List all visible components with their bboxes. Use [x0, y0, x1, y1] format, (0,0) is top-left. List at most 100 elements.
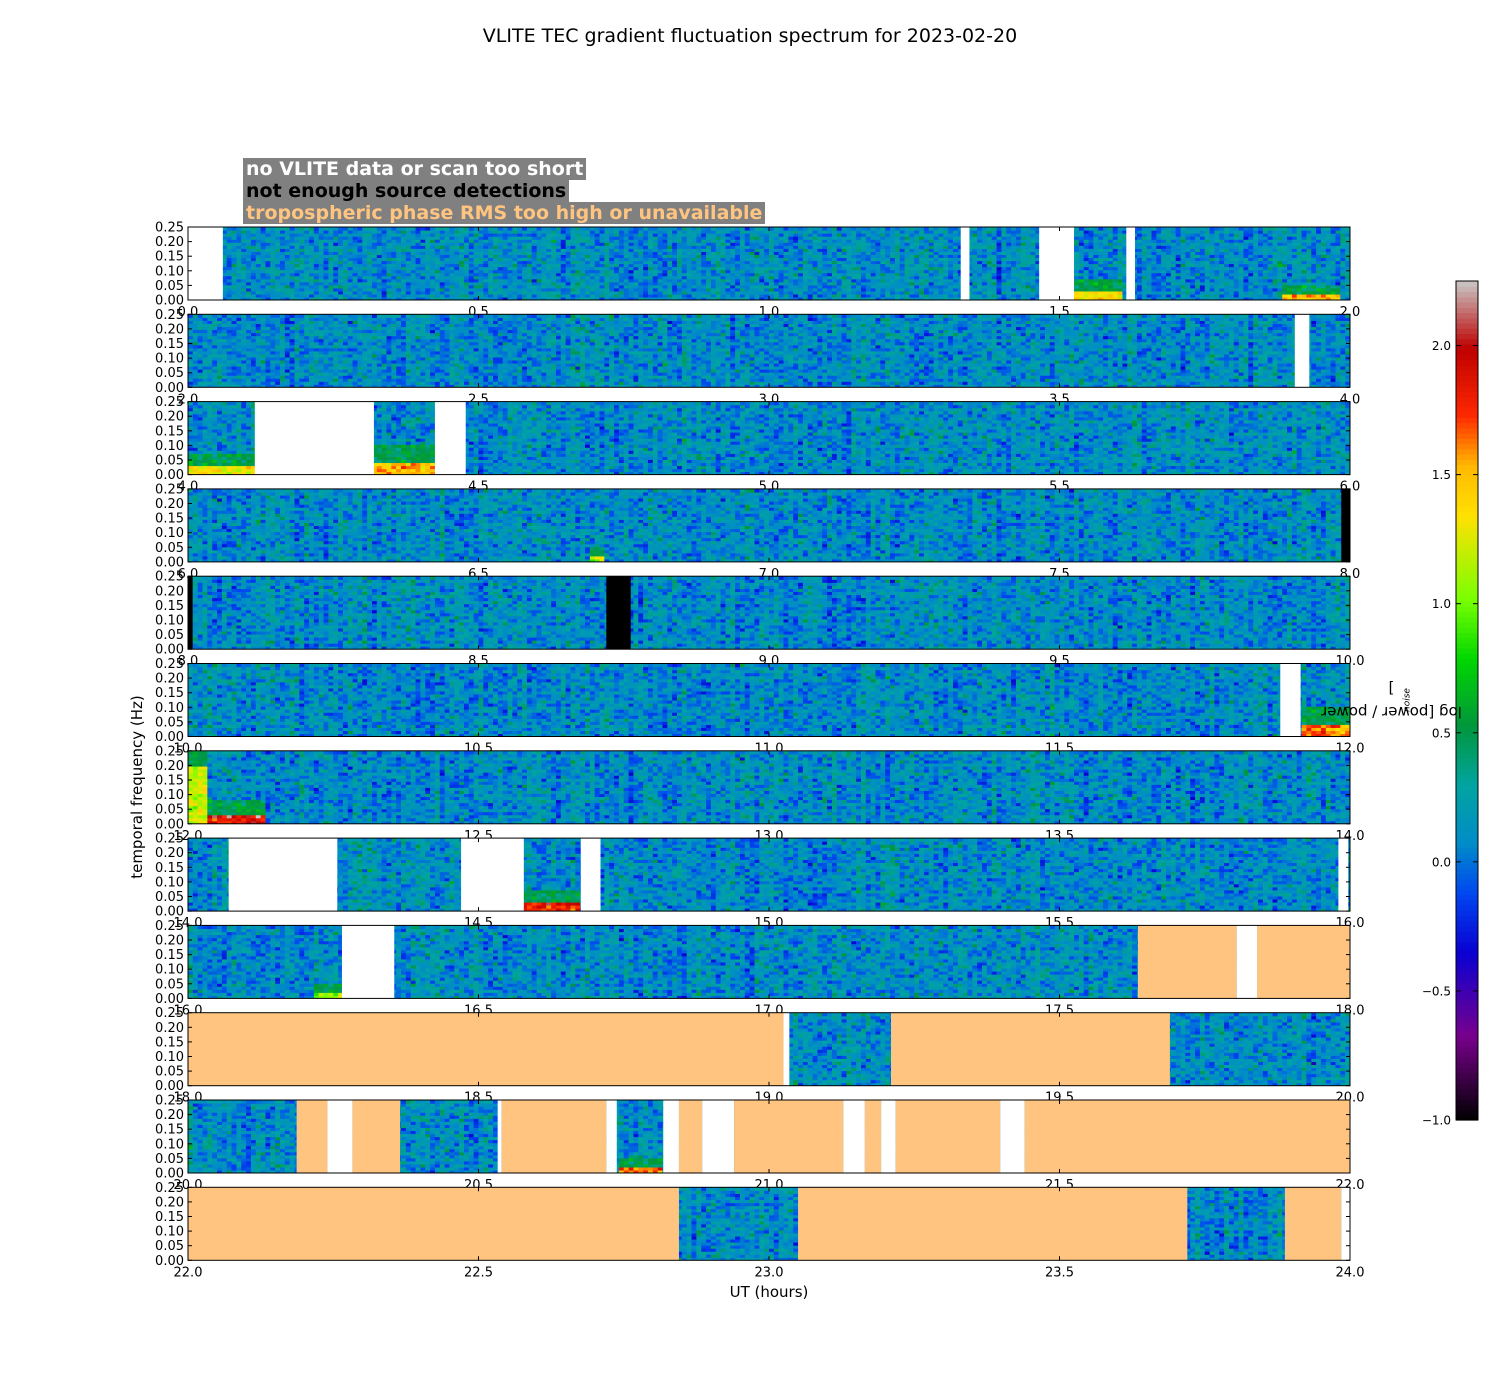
- mask-nodata: [881, 1100, 896, 1173]
- colorbar-swatch: [1456, 465, 1478, 471]
- colorbar-swatch: [1456, 1005, 1478, 1011]
- colorbar-swatch: [1456, 318, 1478, 324]
- colorbar-swatch: [1456, 805, 1478, 811]
- colorbar-swatch: [1456, 543, 1478, 549]
- y-tick-label: 0.05: [155, 803, 184, 818]
- mask-nodata: [1039, 227, 1074, 300]
- colorbar-swatch: [1456, 947, 1478, 953]
- y-tick-label: 0.05: [155, 454, 184, 469]
- colorbar-swatch: [1456, 307, 1478, 313]
- mask-nodata: [1237, 925, 1257, 998]
- colorbar-swatch: [1456, 548, 1478, 554]
- y-tick-label: 0.25: [155, 919, 184, 934]
- mask-nodata: [581, 838, 601, 911]
- colorbar-swatch: [1456, 727, 1478, 733]
- colorbar-swatch: [1456, 669, 1478, 675]
- mask-nodata: [1341, 1187, 1350, 1260]
- colorbar-swatch: [1456, 879, 1478, 885]
- colorbar-swatch: [1456, 674, 1478, 680]
- spectrum-cells: [188, 489, 1351, 563]
- mask-nodata: [435, 402, 466, 475]
- colorbar-swatch: [1456, 480, 1478, 486]
- spectrum-cells: [188, 751, 1351, 825]
- colorbar-swatch: [1456, 580, 1478, 586]
- colorbar-swatch: [1456, 1057, 1478, 1063]
- colorbar-swatch: [1456, 664, 1478, 670]
- colorbar-swatch: [1456, 842, 1478, 848]
- colorbar-swatch: [1456, 569, 1478, 575]
- mask-trop: [297, 1100, 328, 1173]
- y-tick-label: 0.25: [155, 1181, 184, 1196]
- y-tick-label: 0.05: [155, 1152, 184, 1167]
- colorbar-swatch: [1456, 695, 1478, 701]
- mask-nodata: [1280, 664, 1300, 737]
- colorbar-swatch: [1456, 895, 1478, 901]
- mask-trop: [352, 1100, 400, 1173]
- mask-trop: [679, 1100, 702, 1173]
- colorbar-swatch: [1456, 459, 1478, 465]
- y-tick-label: 0.10: [155, 1137, 184, 1152]
- colorbar-swatch: [1456, 417, 1478, 423]
- colorbar-swatch: [1456, 643, 1478, 649]
- colorbar-swatch: [1456, 1015, 1478, 1021]
- colorbar-swatch: [1456, 936, 1478, 942]
- colorbar-swatch: [1456, 1104, 1478, 1110]
- x-tick-label: 22.5: [464, 1265, 493, 1280]
- colorbar-swatch: [1456, 339, 1478, 345]
- y-tick-label: 0.15: [155, 686, 184, 701]
- y-tick-label: 0.10: [155, 439, 184, 454]
- mask-nodata: [663, 1100, 679, 1173]
- colorbar-swatch: [1456, 1010, 1478, 1016]
- colorbar-swatch: [1456, 900, 1478, 906]
- colorbar-swatch: [1456, 1110, 1478, 1116]
- colorbar-swatch: [1456, 921, 1478, 927]
- colorbar-swatch: [1456, 653, 1478, 659]
- colorbar-swatch: [1456, 758, 1478, 764]
- colorbar-swatch: [1456, 365, 1478, 371]
- colorbar-swatch: [1456, 748, 1478, 754]
- colorbar-swatch: [1456, 349, 1478, 355]
- colorbar-swatch: [1456, 826, 1478, 832]
- colorbar-swatch: [1456, 1052, 1478, 1058]
- mask-trop: [188, 1013, 784, 1086]
- spectrum-cells: [188, 576, 1351, 650]
- colorbar-swatch: [1456, 344, 1478, 350]
- colorbar-swatch: [1456, 659, 1478, 665]
- colorbar-swatch: [1456, 863, 1478, 869]
- y-tick-label: 0.10: [155, 875, 184, 890]
- colorbar-swatch: [1456, 391, 1478, 397]
- colorbar-swatch: [1456, 685, 1478, 691]
- colorbar-swatch: [1456, 1099, 1478, 1105]
- mask-nodet: [1341, 489, 1350, 562]
- colorbar-swatch: [1456, 931, 1478, 937]
- colorbar-swatch: [1456, 779, 1478, 785]
- y-tick-label: 0.25: [155, 657, 184, 672]
- spectrum-panel-4: 0.000.050.100.150.200.258.0 8.5 9.0 9.5 10.0: [155, 570, 1364, 670]
- y-tick-label: 0.20: [155, 672, 184, 687]
- spectrum-panel-0: 0.000.050.100.150.200.250.0 0.5 1.0 1.5 2.0: [155, 221, 1360, 321]
- legend-entry-no-data: no VLITE data or scan too short: [243, 158, 586, 180]
- colorbar-swatch: [1456, 538, 1478, 544]
- mask-nodata: [1338, 838, 1348, 911]
- colorbar-swatch: [1456, 795, 1478, 801]
- y-tick-label: 0.10: [155, 614, 184, 629]
- colorbar-swatch: [1456, 742, 1478, 748]
- y-tick-label: 0.05: [155, 279, 184, 294]
- colorbar-swatch: [1456, 1094, 1478, 1100]
- colorbar-swatch: [1456, 1020, 1478, 1026]
- y-tick-label: 0.20: [155, 322, 184, 337]
- x-axis-label: UT (hours): [188, 1283, 1350, 1301]
- mask-nodata: [1295, 314, 1310, 387]
- colorbar-swatch: [1456, 449, 1478, 455]
- y-tick-label: 0.20: [155, 1195, 184, 1210]
- colorbar-swatch: [1456, 763, 1478, 769]
- colorbar-swatch: [1456, 590, 1478, 596]
- colorbar-swatch: [1456, 874, 1478, 880]
- mask-nodata: [606, 1100, 616, 1173]
- y-tick-label: 0.20: [155, 410, 184, 425]
- colorbar-swatch: [1456, 402, 1478, 408]
- colorbar-swatch: [1456, 328, 1478, 334]
